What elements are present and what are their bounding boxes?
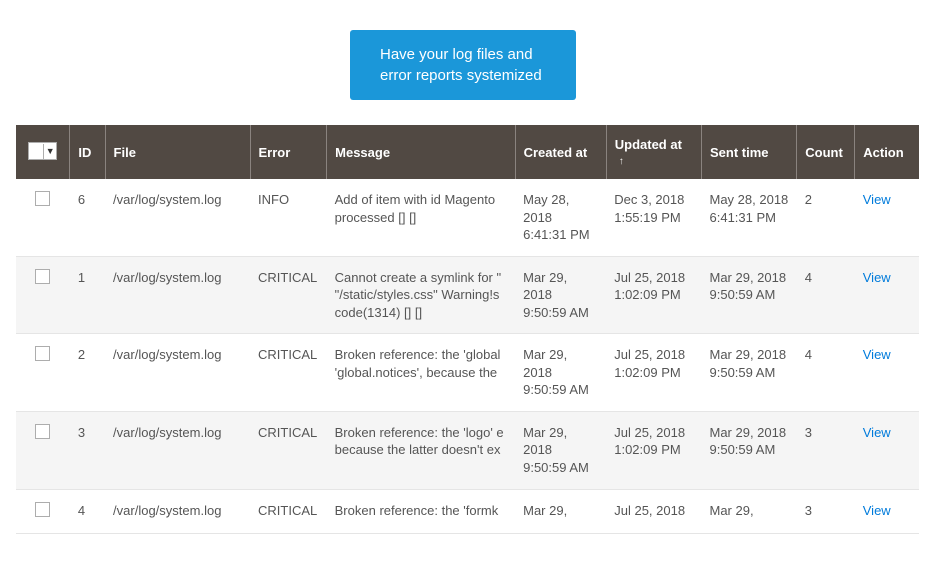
cell-action: View [855, 489, 919, 534]
row-checkbox-cell [16, 489, 70, 534]
cell-action: View [855, 411, 919, 489]
cell-error: CRITICAL [250, 411, 327, 489]
view-link[interactable]: View [863, 270, 891, 285]
row-checkbox[interactable] [35, 346, 50, 361]
cell-file: /var/log/system.log [105, 411, 250, 489]
header-updated-label: Updated at [615, 137, 682, 152]
table-row[interactable]: 3/var/log/system.logCRITICALBroken refer… [16, 411, 919, 489]
cell-count: 4 [797, 256, 855, 334]
row-checkbox-cell [16, 256, 70, 334]
view-link[interactable]: View [863, 503, 891, 518]
cell-updated: Jul 25, 2018 [606, 489, 701, 534]
cell-file: /var/log/system.log [105, 489, 250, 534]
header-error[interactable]: Error [250, 125, 327, 179]
cell-error: CRITICAL [250, 334, 327, 412]
header-message[interactable]: Message [327, 125, 515, 179]
header-file-label: File [114, 145, 136, 160]
cell-message: Broken reference: the 'global 'global.no… [327, 334, 515, 412]
row-checkbox[interactable] [35, 424, 50, 439]
row-checkbox[interactable] [35, 502, 50, 517]
header-select-all[interactable]: ▼ [16, 125, 70, 179]
cell-action: View [855, 179, 919, 256]
cell-updated: Jul 25, 2018 1:02:09 PM [606, 256, 701, 334]
cell-error: CRITICAL [250, 489, 327, 534]
header-sent-label: Sent time [710, 145, 769, 160]
cell-count: 3 [797, 411, 855, 489]
select-all-checkbox[interactable]: ▼ [28, 142, 57, 160]
table-header-row: ▼ ID File Error Message Created at Updat… [16, 125, 919, 179]
row-checkbox[interactable] [35, 191, 50, 206]
log-table-container: ▼ ID File Error Message Created at Updat… [16, 125, 919, 534]
table-row[interactable]: 6/var/log/system.logINFOAdd of item with… [16, 179, 919, 256]
cell-updated: Jul 25, 2018 1:02:09 PM [606, 411, 701, 489]
cell-sent: May 28, 2018 6:41:31 PM [702, 179, 797, 256]
sort-asc-icon: ↑ [619, 156, 624, 167]
cell-message: Broken reference: the 'logo' e because t… [327, 411, 515, 489]
checkbox-icon [29, 144, 44, 159]
cell-file: /var/log/system.log [105, 179, 250, 256]
header-id-label: ID [78, 145, 91, 160]
cell-error: CRITICAL [250, 256, 327, 334]
view-link[interactable]: View [863, 425, 891, 440]
header-updated[interactable]: Updated at ↑ [606, 125, 701, 179]
cell-sent: Mar 29, 2018 9:50:59 AM [702, 256, 797, 334]
header-count[interactable]: Count [797, 125, 855, 179]
header-file[interactable]: File [105, 125, 250, 179]
cell-count: 3 [797, 489, 855, 534]
row-checkbox-cell [16, 334, 70, 412]
cell-action: View [855, 334, 919, 412]
table-row[interactable]: 4/var/log/system.logCRITICALBroken refer… [16, 489, 919, 534]
cell-updated: Jul 25, 2018 1:02:09 PM [606, 334, 701, 412]
chevron-down-icon: ▼ [44, 144, 56, 159]
cell-created: Mar 29, 2018 9:50:59 AM [515, 411, 606, 489]
cell-created: Mar 29, 2018 9:50:59 AM [515, 334, 606, 412]
log-table: ▼ ID File Error Message Created at Updat… [16, 125, 919, 534]
cell-sent: Mar 29, 2018 9:50:59 AM [702, 411, 797, 489]
cell-count: 4 [797, 334, 855, 412]
table-row[interactable]: 1/var/log/system.logCRITICALCannot creat… [16, 256, 919, 334]
cell-action: View [855, 256, 919, 334]
header-action[interactable]: Action [855, 125, 919, 179]
cell-sent: Mar 29, 2018 9:50:59 AM [702, 334, 797, 412]
header-created[interactable]: Created at [515, 125, 606, 179]
cell-sent: Mar 29, [702, 489, 797, 534]
view-link[interactable]: View [863, 347, 891, 362]
promo-text: Have your log files and error reports sy… [380, 46, 542, 84]
cell-id: 3 [70, 411, 105, 489]
table-row[interactable]: 2/var/log/system.logCRITICALBroken refer… [16, 334, 919, 412]
cell-file: /var/log/system.log [105, 334, 250, 412]
cell-created: Mar 29, 2018 9:50:59 AM [515, 256, 606, 334]
header-action-label: Action [863, 145, 903, 160]
cell-file: /var/log/system.log [105, 256, 250, 334]
header-sent[interactable]: Sent time [702, 125, 797, 179]
cell-created: Mar 29, [515, 489, 606, 534]
cell-id: 1 [70, 256, 105, 334]
cell-message: Cannot create a symlink for " "/static/s… [327, 256, 515, 334]
row-checkbox-cell [16, 411, 70, 489]
header-count-label: Count [805, 145, 843, 160]
header-id[interactable]: ID [70, 125, 105, 179]
header-created-label: Created at [524, 145, 588, 160]
row-checkbox[interactable] [35, 269, 50, 284]
cell-error: INFO [250, 179, 327, 256]
cell-id: 4 [70, 489, 105, 534]
cell-message: Add of item with id Magento processed []… [327, 179, 515, 256]
row-checkbox-cell [16, 179, 70, 256]
header-error-label: Error [259, 145, 291, 160]
cell-created: May 28, 2018 6:41:31 PM [515, 179, 606, 256]
cell-updated: Dec 3, 2018 1:55:19 PM [606, 179, 701, 256]
promo-button[interactable]: Have your log files and error reports sy… [350, 30, 576, 100]
cell-id: 2 [70, 334, 105, 412]
cell-count: 2 [797, 179, 855, 256]
header-message-label: Message [335, 145, 390, 160]
cell-message: Broken reference: the 'formk [327, 489, 515, 534]
cell-id: 6 [70, 179, 105, 256]
view-link[interactable]: View [863, 192, 891, 207]
